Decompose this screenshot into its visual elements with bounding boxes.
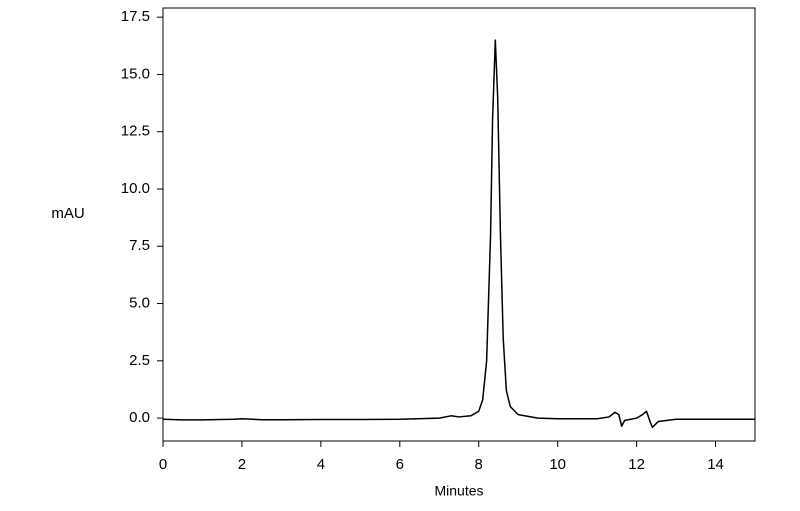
- y-tick-label: 5.0: [129, 295, 150, 312]
- y-tick-label: 12.5: [121, 123, 150, 140]
- x-axis-label: Minutes: [434, 483, 483, 499]
- y-tick-label: 2.5: [129, 352, 150, 369]
- x-tick-label: 12: [628, 456, 645, 473]
- x-tick-label: 8: [475, 456, 483, 473]
- x-tick-label: 4: [317, 456, 325, 473]
- y-tick-label: 7.5: [129, 237, 150, 254]
- plot-frame: [162, 7, 756, 442]
- x-tick-label: 2: [238, 456, 246, 473]
- x-tick-label: 6: [396, 456, 404, 473]
- x-tick-label: 14: [707, 456, 724, 473]
- y-tick-label: 15.0: [121, 65, 150, 82]
- line-series: [162, 39, 755, 428]
- x-tick-label: 0: [159, 456, 167, 473]
- y-tick-label: 17.5: [121, 8, 150, 25]
- y-axis-label: mAU: [51, 205, 84, 222]
- y-tick-label: 10.0: [121, 180, 150, 197]
- x-tick-label: 10: [549, 456, 566, 473]
- y-tick-label: 0.0: [129, 409, 150, 426]
